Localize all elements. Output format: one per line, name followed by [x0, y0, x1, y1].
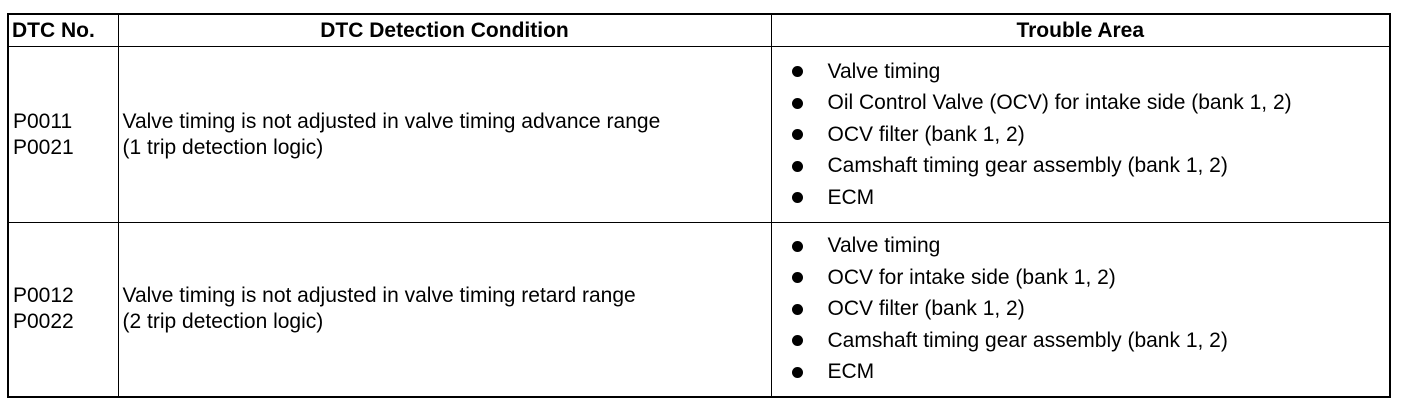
bullet [791, 66, 803, 77]
trouble-item: ECM [791, 182, 1390, 214]
trouble-item: Valve timing [791, 231, 1390, 263]
dtc-cell: P0012 P0022 [7, 222, 119, 397]
bullet [791, 272, 803, 284]
trouble-text: ECM [827, 185, 875, 209]
header-cell: DTC Detection Condition [117, 13, 772, 47]
bullet [791, 97, 803, 109]
trouble-item: OCV for intake side (bank 1, 2) [791, 262, 1390, 294]
trouble-text: Oil Control Valve (OCV) for intake side … [827, 91, 1292, 114]
bullet [791, 335, 803, 347]
trouble-item: OCV filter (bank 1, 2) [791, 294, 1390, 326]
header-row: DTC No. DTC Detection Condition Trouble … [7, 13, 1391, 47]
dtc-code: P0011 [13, 109, 73, 133]
table-row: P0011 P0021 Valve timing is not adjusted i… [7, 46, 1391, 223]
bullet [791, 129, 803, 140]
trouble-text: OCV for intake side (bank 1, 2) [827, 265, 1116, 289]
table-row: P0012 P0022 Valve timing is not adjusted i… [7, 222, 1391, 397]
trouble-text: Camshaft timing gear assembly (bank 1, 2… [827, 328, 1228, 352]
table-header: DTC No. DTC Detection Condition Trouble … [7, 13, 1391, 47]
condition-text: Valve timing is not adjusted in valve ti… [122, 284, 636, 308]
trouble-item: ECM [791, 357, 1390, 389]
trouble-area-cell: Valve timing OCV for intake side (bank 1,… [770, 222, 1391, 397]
table-body: P0011 P0021 Valve timing is not adjusted i… [7, 46, 1391, 397]
trouble-text: Valve timing [827, 59, 941, 83]
condition-text: (2 trip detection logic) [122, 310, 324, 334]
trouble-text: Valve timing [827, 234, 941, 258]
condition-text: Valve timing is not adjusted in valve ti… [122, 109, 661, 133]
trouble-item: Oil Control Valve (OCV) for intake side … [791, 87, 1390, 119]
condition-text: (1 trip detection logic) [122, 135, 324, 159]
condition-cell: Valve timing is not adjusted in valve ti… [117, 46, 772, 223]
trouble-area-cell: Valve timing Oil Control Valve (OCV) for … [770, 46, 1391, 223]
trouble-text: OCV filter (bank 1, 2) [827, 122, 1025, 146]
trouble-item: OCV filter (bank 1, 2) [791, 119, 1390, 151]
trouble-text: Camshaft timing gear assembly (bank 1, 2… [827, 154, 1228, 177]
bullet [791, 303, 803, 315]
dtc-cell: P0011 P0021 [7, 46, 119, 223]
trouble-item: Camshaft timing gear assembly (bank 1, 2… [791, 150, 1390, 182]
header-cell: DTC No. [7, 13, 119, 47]
header-cell: Trouble Area [770, 13, 1391, 47]
dtc-code: P0022 [13, 310, 74, 334]
condition-cell: Valve timing is not adjusted in valve ti… [117, 222, 772, 397]
dtc-code: P0021 [13, 135, 74, 159]
trouble-item: Camshaft timing gear assembly (bank 1, 2… [791, 325, 1390, 357]
bullet [791, 160, 803, 172]
dtc-code: P0012 [13, 284, 74, 308]
bullet [791, 366, 803, 378]
dtc-table: DTC No. DTC Detection Condition Trouble … [7, 13, 1391, 398]
bullet [791, 192, 803, 203]
trouble-item: Valve timing [791, 56, 1390, 88]
trouble-text: OCV filter (bank 1, 2) [827, 297, 1025, 321]
trouble-text: ECM [827, 360, 875, 384]
bullet [791, 240, 803, 252]
